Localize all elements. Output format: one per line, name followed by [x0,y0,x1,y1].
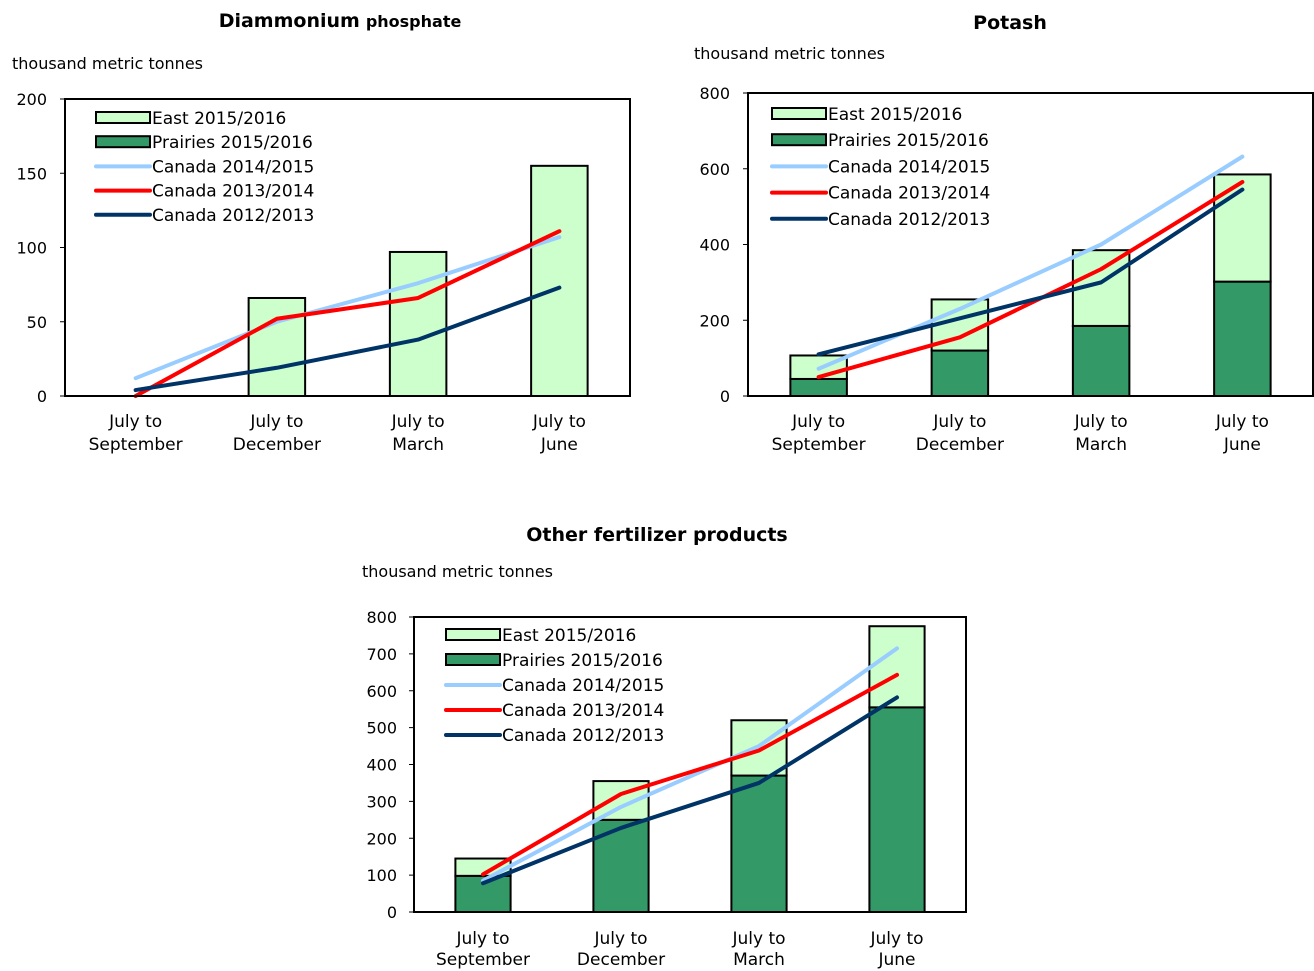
y-axis-unit-label: thousand metric tonnes [12,54,203,73]
y-axis-unit-label: thousand metric tonnes [694,44,885,63]
legend-label: Prairies 2015/2016 [502,651,663,671]
line-canada-2013-2014 [816,180,1245,380]
legend-label: Canada 2013/2014 [152,182,314,202]
x-category-label: June [877,950,915,970]
bar-prairies-2015-2016 [789,377,848,397]
x-category-label: July to [455,929,509,949]
x-category-label: July to [532,412,586,432]
legend-label: Prairies 2015/2016 [152,133,313,153]
legend-label: Canada 2012/2013 [152,206,314,226]
legend-label: Prairies 2015/2016 [828,131,989,151]
line-canada-2014-2015 [133,235,562,381]
legend-label: Canada 2014/2015 [502,676,664,696]
x-category-label: July to [791,412,845,432]
legend-label: Canada 2014/2015 [828,157,990,177]
y-tick-label: 400 [366,756,397,775]
bar-east-2015-2016 [868,625,926,709]
y-tick-label: 500 [366,719,397,738]
y-tick-label: 600 [366,682,397,701]
legend-label: East 2015/2016 [502,626,636,646]
y-tick-label: 200 [366,829,397,848]
line-canada-2014-2015 [481,646,899,883]
y-tick-label: 300 [366,792,397,811]
y-tick-label: 0 [387,903,397,922]
chart-diammonium-phosphate: Diammonium phosphate thousand metric tonn… [12,10,631,455]
x-category-label: September [436,950,530,970]
x-category-label: July to [869,929,923,949]
legend-label: East 2015/2016 [152,109,286,129]
legend-swatch-prairies-2015-2016 [445,653,501,666]
legend-swatch-prairies-2015-2016 [771,133,827,147]
x-category-label: March [733,950,785,970]
legend-label: Canada 2012/2013 [828,210,990,230]
legend-swatch-prairies-2015-2016 [95,135,151,149]
x-category-label: December [233,435,321,455]
y-tick-label: 150 [16,164,47,183]
legend-label: Canada 2014/2015 [152,157,314,177]
chart-other-fertilizer-products: Other fertilizer products thousand metri… [362,524,967,970]
line-canada-2013-2014 [133,229,562,398]
x-category-label: June [1223,435,1261,455]
x-category-label: June [540,435,578,455]
x-category-label: December [577,950,665,970]
bar-prairies-2015-2016 [1071,324,1131,397]
y-tick-label: 600 [699,160,730,179]
y-tick-label: 800 [699,84,730,103]
legend-label: Canada 2012/2013 [502,726,664,746]
bar-east-2015-2016 [247,296,307,397]
x-category-label: July to [249,412,303,432]
x-category-label: March [1075,435,1127,455]
y-axis-unit-label: thousand metric tonnes [362,562,553,581]
y-tick-label: 700 [366,645,397,664]
y-tick-label: 100 [16,239,47,258]
legend-label: Canada 2013/2014 [828,184,990,204]
x-category-label: July to [108,412,162,432]
x-category-label: July to [1074,412,1128,432]
legend-swatch-east-2015-2016 [445,628,501,641]
y-tick-label: 800 [366,608,397,627]
bar-prairies-2015-2016 [930,349,990,397]
x-category-label: September [89,435,183,455]
legend-swatch-east-2015-2016 [95,111,151,124]
legend-label: Canada 2013/2014 [502,701,664,721]
line-canada-2012-2013 [481,695,899,886]
bar-prairies-2015-2016 [1213,280,1272,397]
plot-area-frame [64,98,631,397]
x-category-label: September [772,435,866,455]
x-category-label: March [392,435,444,455]
legend-swatch-east-2015-2016 [771,107,827,120]
x-category-label: July to [731,929,785,949]
y-tick-label: 200 [699,311,730,330]
y-tick-label: 400 [699,236,730,255]
line-canada-2012-2013 [816,187,1245,357]
y-tick-label: 0 [37,387,47,406]
line-canada-2012-2013 [133,285,562,393]
bar-prairies-2015-2016 [730,774,788,913]
chart-potash: Potash thousand metric tonnes 0 200 400 600… [694,12,1314,455]
plot-area-frame [747,92,1314,397]
y-tick-label: 100 [366,866,397,885]
x-category-label: December [916,435,1004,455]
bar-prairies-2015-2016 [868,706,926,913]
line-canada-2014-2015 [816,154,1245,371]
x-category-label: July to [1215,412,1269,432]
y-tick-label: 50 [27,313,47,332]
chart-title: Potash [973,12,1047,34]
line-canada-2013-2014 [481,672,899,877]
x-category-label: July to [593,929,647,949]
plot-area-frame [413,616,967,913]
x-category-label: July to [391,412,445,432]
x-category-label: July to [932,412,986,432]
y-tick-label: 200 [16,90,47,109]
bar-east-2015-2016 [388,250,448,397]
y-tick-label: 0 [720,387,730,406]
legend-label: East 2015/2016 [828,105,962,125]
chart-title: Diammonium phosphate [219,10,462,32]
chart-title: Other fertilizer products [526,524,788,546]
bar-east-2015-2016 [530,164,589,397]
